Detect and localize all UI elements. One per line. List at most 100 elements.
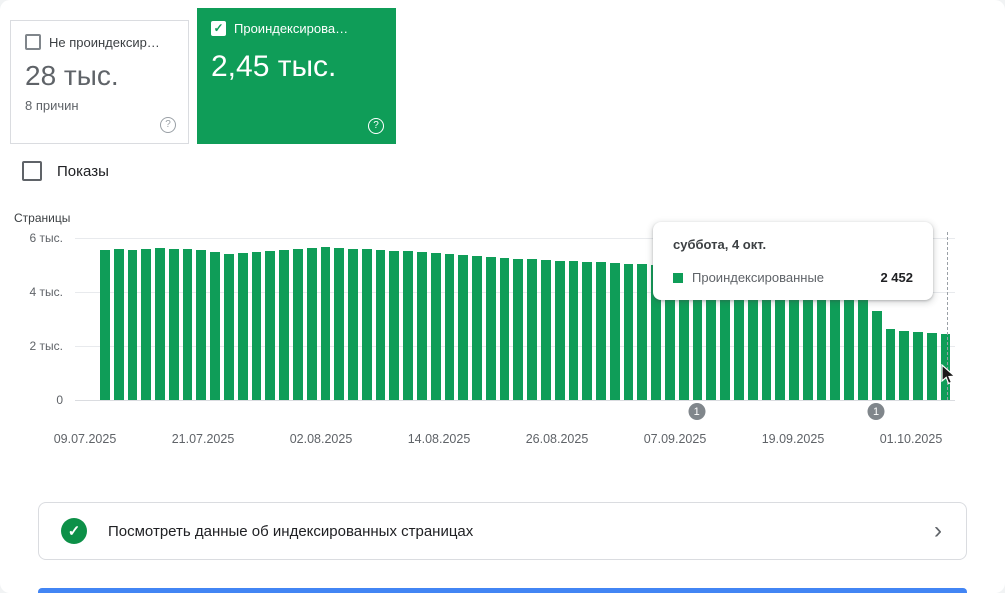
indexed-checkbox[interactable]: ✓ bbox=[211, 21, 226, 36]
y-axis-label: 0 bbox=[56, 393, 63, 407]
bar[interactable] bbox=[830, 282, 841, 400]
impressions-label: Показы bbox=[57, 162, 109, 180]
bar[interactable] bbox=[871, 310, 882, 400]
bar[interactable] bbox=[334, 247, 345, 400]
bar[interactable] bbox=[706, 269, 717, 400]
bar[interactable] bbox=[224, 253, 234, 400]
bar[interactable] bbox=[692, 268, 703, 400]
check-circle-icon: ✓ bbox=[61, 518, 87, 544]
indexed-label: Проиндексирова… bbox=[234, 21, 349, 36]
view-indexed-pages-link[interactable]: ✓ Посмотреть данные об индексированных с… bbox=[38, 502, 967, 560]
bar[interactable] bbox=[444, 253, 455, 400]
y-axis-label: 2 тыс. bbox=[29, 339, 63, 353]
not-indexed-label: Не проиндексир… bbox=[49, 34, 160, 50]
bar[interactable] bbox=[210, 252, 221, 400]
bar[interactable] bbox=[292, 248, 303, 400]
y-axis-title: Страницы bbox=[14, 211, 71, 225]
bar[interactable] bbox=[141, 248, 152, 400]
indexed-value: 2,45 тыс. bbox=[211, 50, 337, 83]
bar[interactable] bbox=[582, 261, 593, 400]
bar[interactable] bbox=[458, 254, 469, 400]
bar[interactable] bbox=[320, 247, 331, 400]
bar[interactable] bbox=[651, 265, 662, 400]
bar[interactable] bbox=[348, 248, 358, 400]
bar[interactable] bbox=[913, 331, 923, 400]
bar[interactable] bbox=[720, 271, 730, 400]
bar[interactable] bbox=[899, 330, 910, 400]
not-indexed-card[interactable]: Не проиндексир… 28 тыс. 8 причин ? bbox=[10, 20, 189, 144]
bar[interactable] bbox=[541, 260, 551, 400]
bar[interactable] bbox=[237, 253, 248, 400]
help-icon[interactable]: ? bbox=[160, 117, 176, 133]
bar[interactable] bbox=[747, 273, 758, 400]
x-axis-label: 07.09.2025 bbox=[643, 432, 707, 446]
bar[interactable] bbox=[775, 276, 786, 400]
footer-link-label: Посмотреть данные об индексированных стр… bbox=[108, 522, 474, 540]
bar[interactable] bbox=[857, 285, 868, 400]
gridline bbox=[75, 400, 955, 401]
bar[interactable] bbox=[403, 251, 413, 400]
y-axis-label: 4 тыс. bbox=[29, 285, 63, 299]
bar[interactable] bbox=[100, 249, 110, 400]
bar[interactable] bbox=[265, 250, 276, 400]
impressions-checkbox[interactable] bbox=[22, 161, 42, 181]
chevron-right-icon[interactable]: › bbox=[934, 517, 942, 544]
bar[interactable] bbox=[761, 275, 772, 400]
bar[interactable] bbox=[637, 264, 648, 400]
not-indexed-checkbox[interactable] bbox=[25, 34, 41, 50]
bar[interactable] bbox=[609, 262, 620, 400]
tooltip-date: суббота, 4 окт. bbox=[673, 237, 767, 252]
bar[interactable] bbox=[802, 279, 813, 400]
bar[interactable] bbox=[416, 252, 427, 400]
bar[interactable] bbox=[361, 249, 372, 400]
annotation-marker[interactable]: 1 bbox=[867, 403, 885, 420]
bar[interactable] bbox=[306, 247, 317, 400]
bar[interactable] bbox=[844, 283, 854, 400]
x-axis-label: 26.08.2025 bbox=[525, 432, 589, 446]
bar[interactable] bbox=[499, 257, 510, 400]
bar[interactable] bbox=[789, 277, 799, 400]
bar[interactable] bbox=[251, 251, 262, 400]
x-axis-label: 02.08.2025 bbox=[289, 432, 353, 446]
bar[interactable] bbox=[375, 250, 386, 400]
bar[interactable] bbox=[568, 261, 579, 400]
bar[interactable] bbox=[596, 262, 606, 400]
gridline bbox=[75, 238, 955, 239]
bar[interactable] bbox=[513, 258, 524, 400]
bar[interactable] bbox=[816, 280, 827, 400]
bar[interactable] bbox=[940, 333, 951, 400]
indexed-card[interactable]: ✓ Проиндексирова… 2,45 тыс. ? bbox=[197, 8, 396, 144]
hover-crosshair-line bbox=[947, 232, 948, 400]
bar[interactable] bbox=[279, 249, 289, 400]
next-section-edge bbox=[38, 588, 967, 593]
help-icon[interactable]: ? bbox=[368, 118, 384, 134]
bar[interactable] bbox=[554, 260, 565, 400]
bar[interactable] bbox=[485, 256, 496, 400]
bar[interactable] bbox=[127, 250, 138, 400]
bar[interactable] bbox=[113, 249, 124, 400]
bar[interactable] bbox=[678, 267, 689, 400]
y-axis-label: 6 тыс. bbox=[29, 231, 63, 245]
bar[interactable] bbox=[196, 250, 207, 400]
bar[interactable] bbox=[527, 259, 537, 400]
bar[interactable] bbox=[389, 250, 400, 400]
bar[interactable] bbox=[155, 248, 165, 400]
bar[interactable] bbox=[885, 329, 896, 400]
tooltip-value: 2 452 bbox=[880, 270, 913, 285]
annotation-marker[interactable]: 1 bbox=[688, 403, 706, 420]
bar[interactable] bbox=[430, 253, 441, 400]
impressions-toggle[interactable]: Показы bbox=[22, 161, 109, 181]
not-indexed-reasons: 8 причин bbox=[25, 98, 79, 113]
bar[interactable] bbox=[168, 248, 179, 400]
bar[interactable] bbox=[926, 332, 937, 400]
bar[interactable] bbox=[665, 266, 675, 400]
x-axis-label: 01.10.2025 bbox=[879, 432, 943, 446]
not-indexed-value: 28 тыс. bbox=[25, 60, 119, 91]
bar[interactable] bbox=[733, 272, 744, 400]
bar[interactable] bbox=[623, 263, 634, 400]
bar[interactable] bbox=[472, 255, 482, 400]
bar[interactable] bbox=[182, 249, 193, 400]
chart-tooltip: суббота, 4 окт. Проиндексированные 2 452 bbox=[653, 222, 933, 300]
